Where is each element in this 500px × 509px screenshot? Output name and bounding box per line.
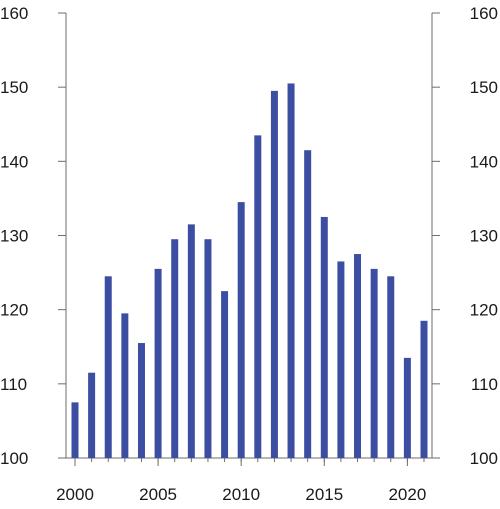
x-tick-label: 2020 (388, 485, 426, 504)
right-y-tick-label: 160 (470, 4, 498, 23)
bar (204, 239, 212, 458)
x-tick-label: 2000 (56, 485, 94, 504)
bar (304, 150, 312, 459)
bar (320, 216, 328, 458)
bar (187, 224, 195, 458)
x-tick-label: 2015 (305, 485, 343, 504)
right-y-tick-label: 140 (470, 152, 498, 171)
bar (270, 90, 278, 458)
left-y-tick-label: 110 (0, 375, 27, 394)
bar (287, 83, 295, 458)
bar (254, 135, 262, 458)
bar (370, 268, 378, 458)
bar (171, 239, 179, 458)
right-y-tick-label: 120 (470, 301, 498, 320)
bar (104, 276, 112, 458)
bar (403, 357, 411, 458)
bar (71, 402, 79, 458)
bars-group (71, 83, 428, 459)
right-y-tick-label: 100 (470, 449, 498, 468)
left-y-tick-label: 100 (0, 449, 28, 468)
x-tick-label: 2010 (222, 485, 260, 504)
bar (88, 372, 96, 458)
bar (237, 202, 245, 458)
left-y-tick-label: 150 (0, 78, 28, 97)
bar (221, 291, 229, 458)
left-y-tick-label: 120 (0, 301, 28, 320)
right-y-tick-label: 110 (471, 375, 498, 394)
bar (121, 313, 129, 458)
left-y-tick-label: 140 (0, 152, 28, 171)
x-axis: 2000 2005 2010 2015 2020 (56, 457, 432, 504)
x-tick-label: 2005 (139, 485, 177, 504)
bar (420, 320, 428, 458)
bar (154, 268, 162, 458)
bar (354, 254, 362, 458)
right-y-tick-label: 130 (470, 227, 498, 246)
left-y-axis: 100 110 120 130 140 150 160 (0, 4, 67, 468)
left-y-tick-label: 160 (0, 4, 28, 23)
bar (337, 261, 345, 458)
right-y-axis: 100 110 120 130 140 150 160 (431, 4, 498, 468)
right-y-tick-label: 150 (470, 78, 498, 97)
bar (137, 343, 145, 458)
bar (387, 276, 395, 458)
left-y-tick-label: 130 (0, 227, 28, 246)
